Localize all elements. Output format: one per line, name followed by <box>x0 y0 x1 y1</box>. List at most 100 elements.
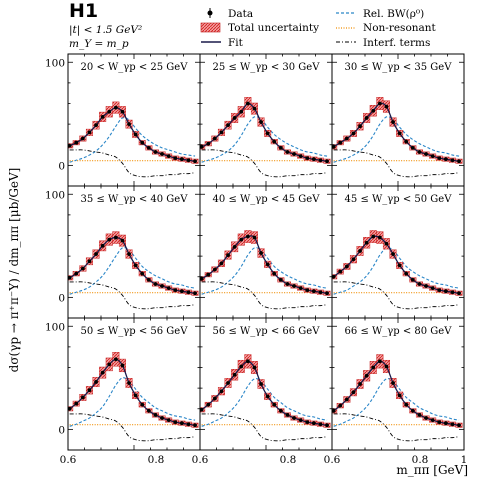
data-point <box>410 408 415 413</box>
data-point <box>371 108 376 113</box>
data-point <box>206 402 211 407</box>
data-point <box>239 109 244 114</box>
x-tick-label: 0.6 <box>192 454 209 466</box>
data-point <box>358 249 362 253</box>
panel-plot-area <box>200 354 331 442</box>
data-point <box>120 238 125 243</box>
data-point <box>358 124 362 129</box>
data-point <box>272 139 277 144</box>
data-point <box>272 271 277 276</box>
data-point <box>87 388 92 393</box>
data-point <box>358 382 362 386</box>
data-point <box>232 244 237 249</box>
panel-plot-area <box>68 101 199 178</box>
data-point <box>133 393 138 398</box>
data-point <box>278 145 283 150</box>
panel-plot-area <box>332 354 463 442</box>
data-point <box>80 266 85 271</box>
data-point <box>107 109 112 114</box>
data-point <box>80 395 85 400</box>
panel-plot-area <box>68 352 199 442</box>
data-point <box>166 154 171 158</box>
data-point <box>232 372 237 377</box>
data-point <box>265 394 270 399</box>
panel-plot-area <box>332 230 463 310</box>
data-point <box>391 120 395 124</box>
data-point <box>384 364 389 369</box>
data-point <box>80 136 85 141</box>
my-cut-label: m_Y = m_p <box>69 38 129 50</box>
panel-1: 20 < W_γp < 25 GeV 0 100 <box>45 53 201 187</box>
data-point <box>127 381 131 385</box>
data-point <box>133 263 138 268</box>
data-point <box>397 393 402 398</box>
panel-3: 30 ≤ W_γp < 35 GeV <box>331 53 465 187</box>
legend-data-label: Data <box>228 8 253 20</box>
data-point <box>298 286 303 290</box>
data-point <box>212 267 217 272</box>
panel-plot-area <box>332 97 463 178</box>
panel-frame <box>199 53 333 187</box>
data-point <box>146 145 151 150</box>
panel-title: 35 ≤ W_γp < 40 GeV <box>81 194 189 205</box>
data-point <box>430 418 435 422</box>
y-axis-label: dσ(γp → π⁺π⁻Y) / dm_ππ [μb/GeV] <box>7 168 21 373</box>
x-tick-label: 0.8 <box>148 454 165 466</box>
interference-curve <box>201 149 328 178</box>
panel-title: 56 ≤ W_γp < 66 GeV <box>213 326 321 337</box>
data-point <box>127 122 131 127</box>
data-point <box>120 109 125 114</box>
data-point <box>285 150 290 154</box>
data-point <box>424 416 428 420</box>
data-point <box>212 396 217 401</box>
legend-total-unc-swatch <box>200 22 221 33</box>
panel-frame <box>199 317 333 451</box>
data-point <box>239 237 244 242</box>
data-point <box>153 150 158 154</box>
data-point <box>430 154 435 158</box>
interference-curve <box>69 149 196 178</box>
data-point <box>219 130 224 135</box>
data-point <box>179 421 184 426</box>
data-point <box>305 156 310 161</box>
data-point <box>351 257 356 262</box>
data-point <box>351 131 356 136</box>
data-point <box>140 140 145 145</box>
data-point <box>127 252 131 256</box>
interference-curve <box>69 413 196 442</box>
data-point <box>404 139 409 144</box>
data-point <box>450 422 455 427</box>
data-point <box>206 141 211 146</box>
data-point <box>140 271 145 276</box>
data-point <box>325 159 329 164</box>
panel-8: 56 ≤ W_γp < 66 GeV <box>199 317 333 451</box>
y-tick-label: 100 <box>45 57 65 69</box>
data-point <box>450 158 455 163</box>
data-point <box>325 423 329 428</box>
data-point <box>166 418 171 422</box>
header: H1 |t| < 1.5 GeV² m_Y = m_p <box>69 0 142 50</box>
panel-9: 66 ≤ W_γp < 80 GeV <box>331 317 465 451</box>
data-point <box>391 252 395 256</box>
data-point <box>186 290 191 295</box>
y-tick-label: 0 <box>58 160 65 172</box>
data-point <box>107 237 112 242</box>
data-point <box>160 416 164 420</box>
data-point <box>259 251 263 255</box>
data-point <box>377 359 382 364</box>
data-point <box>160 284 164 288</box>
panel-plot-area <box>200 230 331 310</box>
panel-title: 66 ≤ W_γp < 80 GeV <box>345 326 453 337</box>
data-point <box>410 145 415 150</box>
data-point <box>160 152 164 156</box>
data-point <box>113 105 118 110</box>
panel-5: 40 ≤ W_γp < 45 GeV <box>199 185 333 319</box>
data-point <box>120 363 125 368</box>
interference-curve <box>333 413 460 442</box>
data-point <box>292 152 296 156</box>
data-point <box>305 288 310 293</box>
panel-title: 20 < W_γp < 25 GeV <box>81 62 189 73</box>
data-point <box>325 291 329 296</box>
t-cut-label: |t| < 1.5 GeV² <box>69 24 142 37</box>
